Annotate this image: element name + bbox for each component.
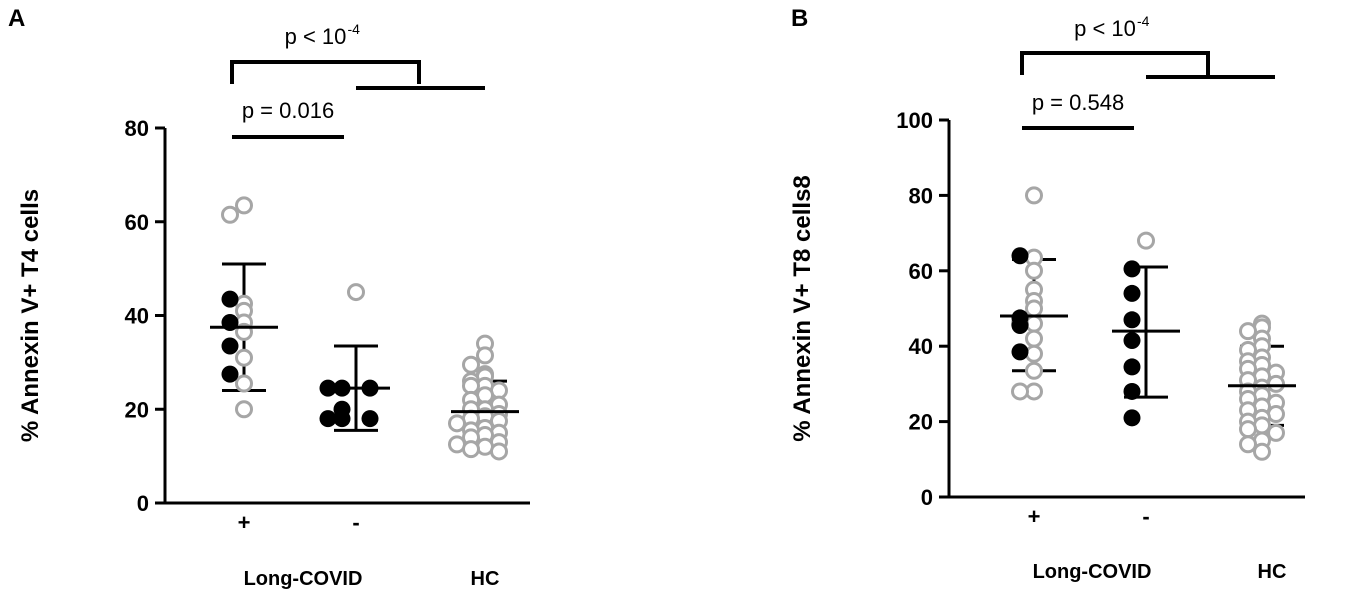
panel-b-letter: B <box>791 5 808 32</box>
y-tick-label: 60 <box>909 259 933 284</box>
y-tick-label: 0 <box>137 491 149 516</box>
comparison-bracket <box>1020 51 1210 75</box>
filled-point <box>1011 343 1029 361</box>
open-point <box>235 374 253 393</box>
open-point <box>221 205 239 224</box>
comparison-superscript: -4 <box>348 21 361 37</box>
y-tick-label: 20 <box>909 410 933 435</box>
comparison-superscript: -4 <box>1137 13 1150 29</box>
open-point <box>235 196 253 215</box>
open-point <box>476 346 494 365</box>
filled-point <box>1123 260 1141 278</box>
filled-point <box>361 410 379 428</box>
filled-point <box>1123 358 1141 376</box>
open-point <box>1025 361 1043 380</box>
comparison-label: p < 10 <box>1074 16 1136 41</box>
y-tick-label: 80 <box>909 183 933 208</box>
panel-b: B 0 20 40 60 80 100 % Annexin V+ T8 cells8 + - Lo… <box>789 5 1305 583</box>
x-category-label: - <box>1142 504 1149 529</box>
open-point <box>1025 186 1043 205</box>
y-axis-label: % Annexin V+ T8 cells8 <box>789 175 816 442</box>
open-point <box>1025 261 1043 280</box>
y-tick-label: 80 <box>125 116 149 141</box>
filled-point <box>1123 332 1141 350</box>
open-point <box>1025 344 1043 363</box>
comparison-label: p < 10 <box>285 24 347 49</box>
filled-point <box>1123 409 1141 427</box>
y-axis-label: % Annexin V+ T4 cells <box>17 189 44 442</box>
open-point <box>1239 420 1257 439</box>
open-point <box>235 348 253 367</box>
x-category-label: - <box>352 510 359 535</box>
filled-point <box>1123 284 1141 302</box>
y-tick-label: 40 <box>125 304 149 329</box>
x-category-label: + <box>238 510 251 535</box>
filled-point <box>1011 247 1029 265</box>
y-tick-label: 20 <box>125 397 149 422</box>
y-tick-label: 40 <box>909 334 933 359</box>
open-point <box>1267 423 1285 442</box>
y-tick-label: 60 <box>125 210 149 235</box>
open-point <box>1025 329 1043 348</box>
y-tick-label: 0 <box>921 485 933 510</box>
panel-a-letter: A <box>8 5 25 32</box>
filled-point <box>221 337 239 355</box>
x-group-label: Long-COVID <box>244 568 363 590</box>
open-point <box>1137 231 1155 250</box>
open-point <box>347 283 365 302</box>
x-group-label: HC <box>471 568 500 590</box>
filled-point <box>221 365 239 383</box>
y-tick-label: 100 <box>896 108 933 133</box>
filled-point <box>221 290 239 308</box>
open-point <box>1239 435 1257 454</box>
open-point <box>1253 442 1271 461</box>
open-point <box>1011 382 1029 401</box>
open-point <box>1025 299 1043 318</box>
filled-point <box>1123 382 1141 400</box>
x-group-label: Long-COVID <box>1033 561 1152 583</box>
filled-point <box>319 410 337 428</box>
open-point <box>490 442 508 461</box>
x-category-label: + <box>1028 504 1041 529</box>
open-point <box>462 440 480 459</box>
open-point <box>462 355 480 374</box>
comparison-label: p = 0.548 <box>1032 90 1124 115</box>
open-point <box>235 400 253 419</box>
filled-point <box>333 410 351 428</box>
open-point <box>448 414 466 433</box>
x-group-label: HC <box>1258 561 1287 583</box>
filled-point <box>1123 311 1141 329</box>
open-point <box>1239 322 1257 341</box>
comparison-bracket <box>230 60 421 84</box>
comparison-label: p = 0.016 <box>242 98 334 123</box>
filled-point <box>1011 316 1029 334</box>
panel-a: A 0 20 40 60 80 % Annexin V+ T4 cells + - Long-C… <box>8 5 530 590</box>
